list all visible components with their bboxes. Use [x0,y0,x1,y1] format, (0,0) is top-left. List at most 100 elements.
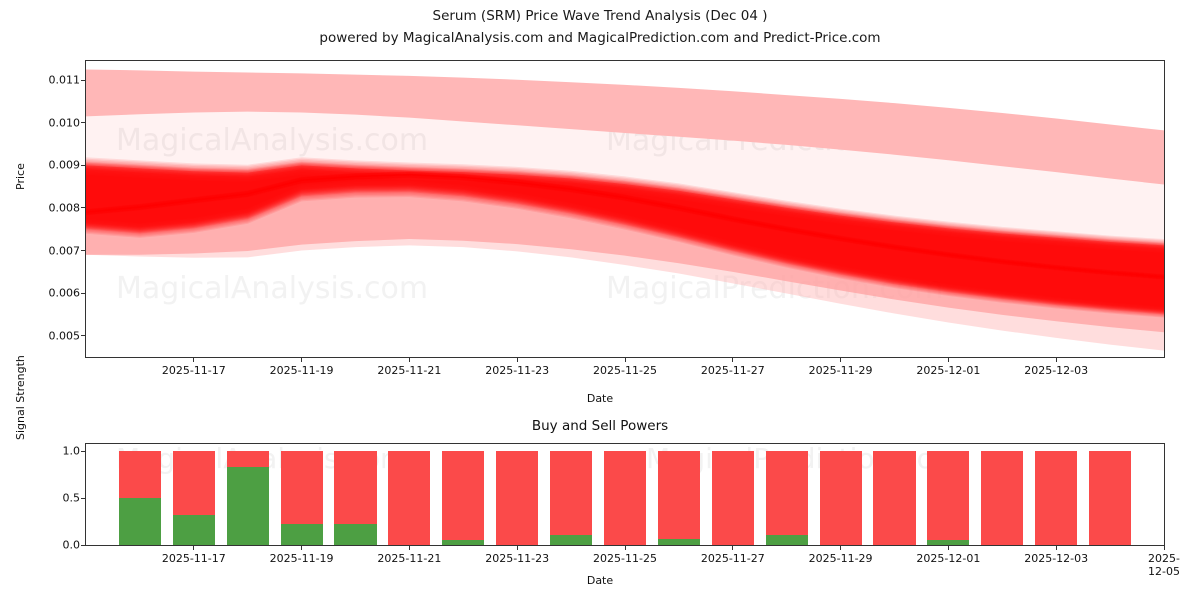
buy-sell-powers-chart: MagicalAnalysis.com MagicalPrediction.co… [85,443,1165,546]
price-xtick-mark [732,358,734,362]
powers-xtick-label: 2025-11-17 [161,552,226,565]
buy-power-segment [280,524,323,545]
price-chart-ylabel: Price [14,163,27,190]
buy-power-segment [442,540,485,545]
watermark-magicalanalysis-2: MagicalAnalysis.com [116,271,429,306]
signal-bar [496,451,539,545]
price-ytick-mark [81,335,85,337]
powers-ytick-label: 0.5 [62,491,81,505]
powers-xtick-label: 2025-11-23 [485,552,550,565]
signal-bar [927,451,970,545]
signal-bar [280,451,323,545]
price-ytick-mark [81,79,85,81]
price-xtick-label: 2025-11-19 [269,364,334,377]
powers-xtick-label: 2025-11-25 [593,552,657,565]
price-xtick-mark [301,358,303,362]
price-xtick-label: 2025-11-23 [485,364,550,377]
buy-power-segment [927,540,970,545]
powers-xtick-mark [732,546,734,550]
price-ytick-label: 0.009 [48,158,81,172]
powers-ytick-label: 0.0 [62,538,81,552]
powers-ytick-label: 1.0 [62,444,81,458]
signal-bar [550,451,593,545]
price-xtick-label: 2025-11-17 [161,364,226,377]
signal-bar [657,451,700,545]
price-xtick-mark [516,358,518,362]
signal-bar [442,451,485,545]
powers-chart-ylabel: Signal Strength [14,355,27,440]
price-xtick-label: 2025-12-01 [916,364,981,377]
price-xtick-label: 2025-11-29 [808,364,873,377]
sell-power-segment [442,451,485,545]
price-ytick-mark [81,122,85,124]
price-ytick-mark [81,292,85,294]
sell-power-segment [873,451,916,545]
watermark-magicalanalysis-1: MagicalAnalysis.com [116,123,429,158]
powers-xtick-mark [947,546,949,550]
powers-chart-title: Buy and Sell Powers [531,418,669,434]
signal-bar [765,451,808,545]
price-ytick-label: 0.011 [48,73,81,87]
powers-xtick-label: 2025-11-19 [269,552,334,565]
buy-power-segment [118,498,161,545]
powers-xtick-label: 2025-11-27 [700,552,765,565]
sell-power-segment [1089,451,1132,545]
price-xtick-label: 2025-11-25 [593,364,657,377]
price-xtick-mark [193,358,195,362]
signal-bar [388,451,431,545]
sell-power-segment [496,451,539,545]
signal-bar [334,451,377,545]
powers-xtick-mark [301,546,303,550]
powers-xtick-mark [408,546,410,550]
powers-chart-xlabel: Date [586,574,614,587]
powers-ytick-mark [81,497,85,499]
price-ytick-label: 0.008 [48,201,81,215]
sell-power-segment [981,451,1024,545]
price-ytick-mark [81,207,85,209]
price-ytick-label: 0.005 [48,329,81,343]
signal-bar [603,451,646,545]
price-ytick-label: 0.007 [48,244,81,258]
price-ytick-mark [81,250,85,252]
price-xtick-mark [408,358,410,362]
powers-xtick-label: 2025-12-05 [1148,552,1180,578]
buy-power-segment [172,515,215,545]
price-ytick-label: 0.006 [48,286,81,300]
powers-xtick-mark [624,546,626,550]
buy-power-segment [334,524,377,545]
price-xtick-mark [947,358,949,362]
sell-power-segment [711,451,754,545]
powers-xtick-mark [840,546,842,550]
signal-bar [711,451,754,545]
sell-power-segment [657,451,700,545]
signal-bar [172,451,215,545]
price-xtick-label: 2025-11-27 [700,364,765,377]
signal-bar [118,451,161,545]
signal-bar [1089,451,1132,545]
sell-power-segment [388,451,431,545]
powers-xtick-label: 2025-12-03 [1024,552,1089,565]
buy-power-segment [657,539,700,545]
powers-xtick-mark [1055,546,1057,550]
buy-power-segment [765,534,808,545]
powers-xtick-label: 2025-11-21 [377,552,442,565]
signal-bar [981,451,1024,545]
sell-power-segment [819,451,862,545]
signal-bar [819,451,862,545]
powers-ytick-mark [81,544,85,546]
price-ytick-label: 0.010 [48,116,81,130]
price-wave-plot [86,69,1164,351]
price-ytick-mark [81,164,85,166]
buy-power-segment [550,534,593,545]
price-xtick-mark [624,358,626,362]
sell-power-segment [765,451,808,545]
page-title: Serum (SRM) Price Wave Trend Analysis (D… [432,8,768,24]
price-wave-chart: MagicalAnalysis.com MagicalPrediction.co… [85,60,1165,358]
powers-xtick-label: 2025-11-29 [808,552,873,565]
price-xtick-label: 2025-12-03 [1024,364,1089,377]
buy-power-segment [226,467,269,545]
powers-xtick-mark [516,546,518,550]
sell-power-segment [550,451,593,545]
signal-bar [873,451,916,545]
